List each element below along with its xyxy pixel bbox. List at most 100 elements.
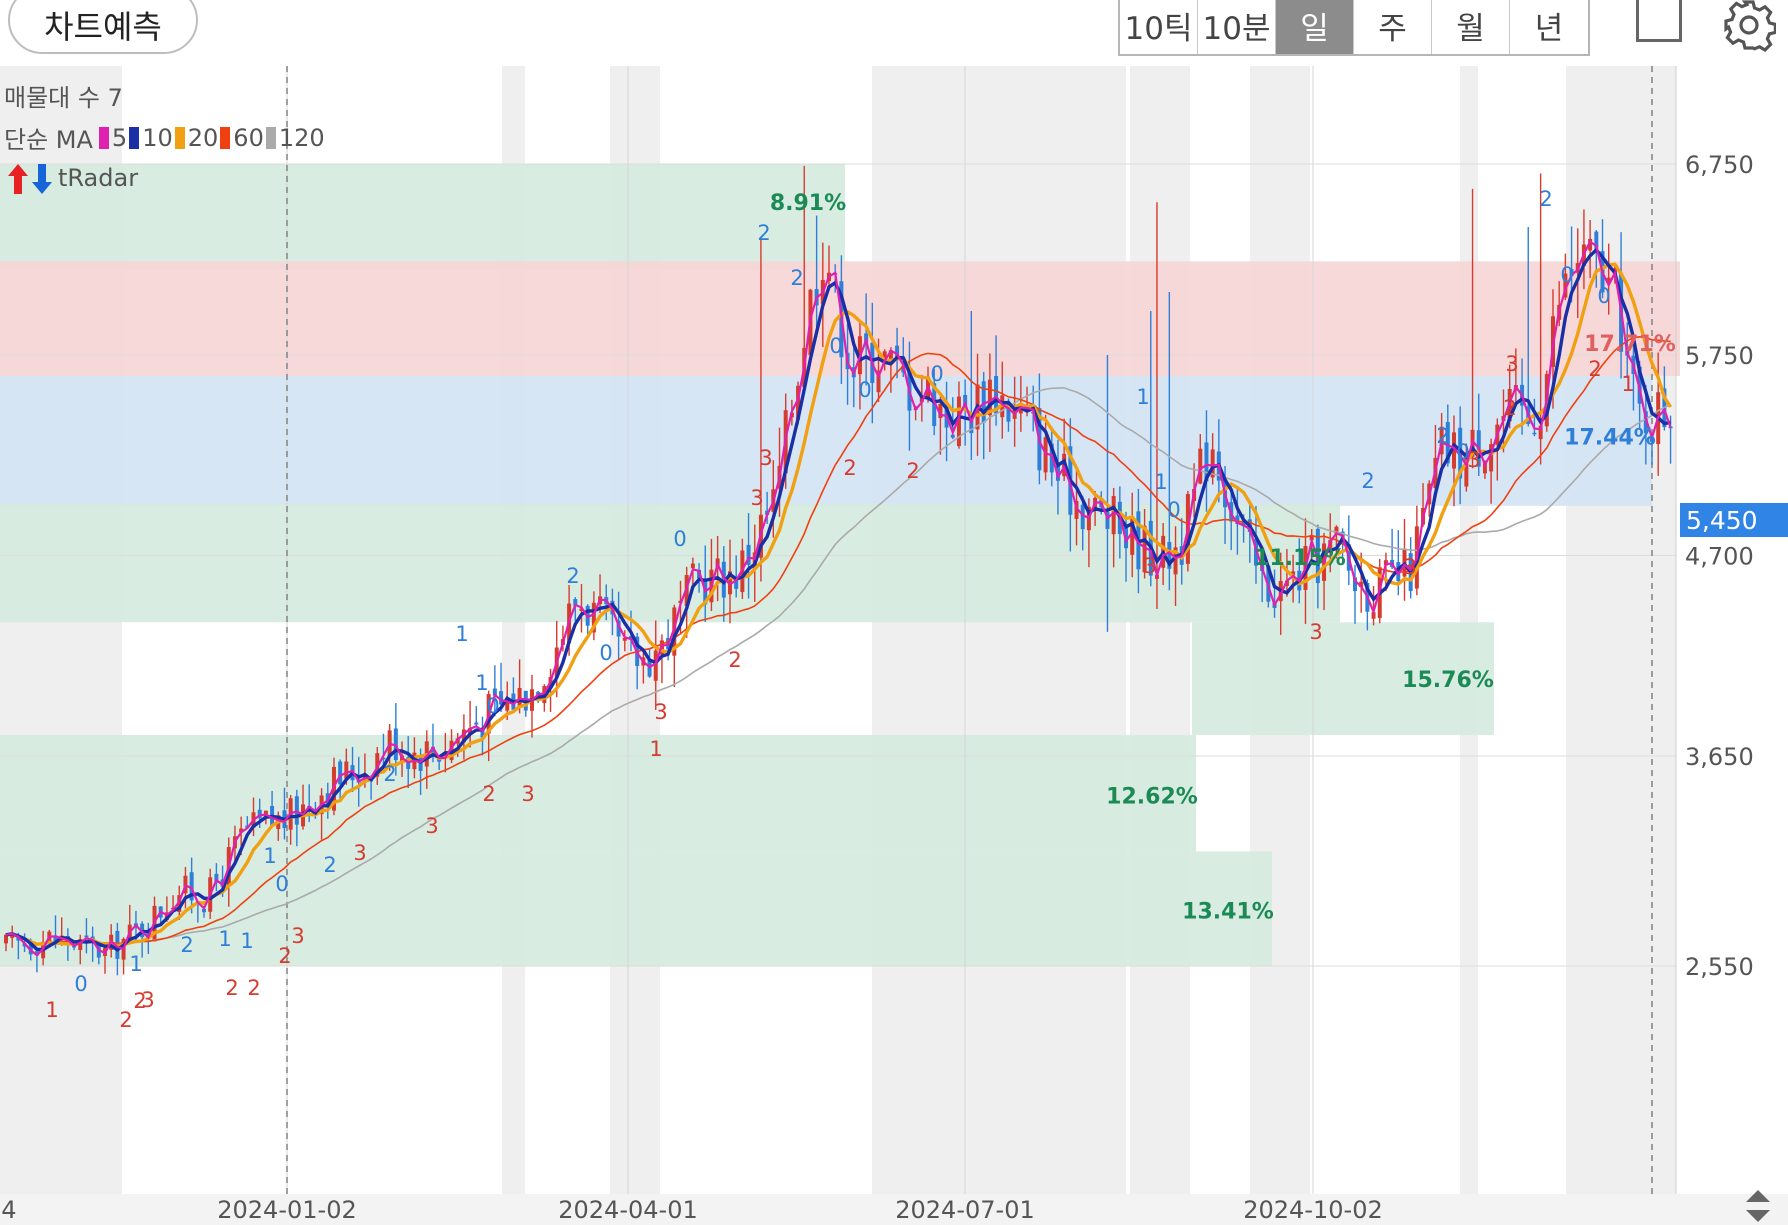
candle-body xyxy=(1439,426,1444,455)
candle-body xyxy=(443,754,448,757)
signal-count-label: 0 xyxy=(1456,440,1469,464)
volume-profile-zone xyxy=(0,503,1340,623)
signal-count-label: 0 xyxy=(930,362,943,386)
signal-count-label: 3 xyxy=(654,700,667,724)
signal-count-label: 2 xyxy=(247,976,260,1000)
candle-body xyxy=(888,350,893,359)
current-price-tag: 5,450 xyxy=(1680,503,1788,537)
candle-body xyxy=(622,637,627,641)
chart-panel[interactable]: 8.91% 17.71% 17.44% 11.15% 15.76% 12.62% 13.41… xyxy=(0,66,1788,1225)
candle-body xyxy=(994,375,999,414)
candle-body xyxy=(672,607,677,656)
candle-body xyxy=(690,563,695,569)
candlestick-chart[interactable]: 8.91% 17.71% 17.44% 11.15% 15.76% 12.62% 13.41… xyxy=(0,66,1788,1225)
ma5-swatch xyxy=(98,126,109,149)
signal-count-label: 0 xyxy=(486,694,499,718)
gear-icon[interactable] xyxy=(1722,0,1776,52)
candle-body xyxy=(1643,411,1648,434)
legend-ma-label: 단순 MA xyxy=(4,126,93,154)
signal-count-label: 1 xyxy=(455,622,468,646)
legend-volume-profile: 매물대 수 7 xyxy=(4,78,123,113)
signal-count-label: 1 xyxy=(1621,372,1634,396)
candle-body xyxy=(1458,427,1463,479)
y-tick-label: 3,650 xyxy=(1685,743,1754,771)
signal-count-label: 0 xyxy=(829,334,842,358)
candle-body xyxy=(1334,526,1339,534)
x-tick-label: 2024-10-02 xyxy=(1243,1196,1382,1224)
chart-predict-button[interactable]: 차트예측 xyxy=(8,0,198,54)
candle-body xyxy=(1451,432,1456,469)
candle-body xyxy=(1130,516,1135,555)
signal-count-label: 2 xyxy=(1503,396,1516,420)
y-tick-label: 2,550 xyxy=(1685,953,1754,981)
volume-profile-zone xyxy=(0,164,845,270)
tab-day[interactable]: 일 xyxy=(1276,0,1354,54)
scroll-handle-icon[interactable] xyxy=(1746,1190,1770,1222)
y-tick-label: 4,700 xyxy=(1685,542,1754,570)
signal-count-label: 2 xyxy=(906,459,919,483)
signal-count-label: 2 xyxy=(119,1008,132,1032)
tab-10min[interactable]: 10분 xyxy=(1198,0,1276,54)
ma60-swatch xyxy=(220,126,231,149)
signal-count-label: 2 xyxy=(180,933,193,957)
candle-body xyxy=(1018,408,1023,414)
candle-body xyxy=(1167,541,1172,569)
tab-10tick[interactable]: 10틱 xyxy=(1120,0,1198,54)
volume-profile-zone xyxy=(0,375,1652,506)
candle-body xyxy=(1606,277,1611,284)
candle-body xyxy=(344,761,349,779)
signal-count-label: 3 xyxy=(353,841,366,865)
signal-count-label: 1 xyxy=(263,844,276,868)
candle-body xyxy=(34,951,39,956)
volume-profile-zone xyxy=(1192,622,1494,735)
candle-body xyxy=(950,434,955,438)
signal-count-label: 3 xyxy=(750,486,763,510)
candle-body xyxy=(1352,577,1357,592)
candle-body xyxy=(1235,515,1240,525)
top-toolbar: 차트예측 10틱 10분 일 주 월 년 xyxy=(0,0,1788,66)
signal-count-label: 1 xyxy=(240,929,253,953)
signal-count-label: 0 xyxy=(599,641,612,665)
candle-body xyxy=(796,385,801,420)
zone-percent-label: 17.44% xyxy=(1564,426,1656,451)
candle-body xyxy=(956,396,961,447)
candle-body xyxy=(876,370,881,393)
legend-volume-profile-label: 매물대 수 7 xyxy=(4,84,123,112)
candle-body xyxy=(1204,442,1209,482)
signal-count-label: 1 xyxy=(649,737,662,761)
x-tick-label: 04 xyxy=(0,1196,17,1224)
candle-body xyxy=(1074,500,1079,519)
tab-year[interactable]: 년 xyxy=(1534,10,1564,47)
candle-body xyxy=(1445,422,1450,464)
candle-body xyxy=(727,571,732,595)
zone-percent-label: 11.15% xyxy=(1254,546,1346,571)
candle-body xyxy=(1291,571,1296,576)
candle-body xyxy=(919,396,924,403)
signal-count-label: 2 xyxy=(757,221,770,245)
candle-body xyxy=(579,608,584,612)
signal-count-label: 2 xyxy=(1361,469,1374,493)
zone-percent-label: 15.76% xyxy=(1402,668,1494,693)
tab-month[interactable]: 월 xyxy=(1432,0,1510,54)
shaded-band xyxy=(1130,66,1190,1194)
legend-tradar-label: tRadar xyxy=(58,164,139,192)
candle-body xyxy=(1464,452,1469,487)
signal-count-label: 2 xyxy=(728,648,741,672)
candle-body xyxy=(1371,612,1376,619)
ma5-label: 5 xyxy=(111,123,128,152)
ma120-swatch xyxy=(265,126,276,149)
signal-count-label: 3 xyxy=(1143,554,1156,578)
signal-count-label: 2 xyxy=(225,976,238,1000)
candle-body xyxy=(616,620,621,637)
candle-body xyxy=(938,403,943,419)
signal-count-label: 2 xyxy=(1436,424,1449,448)
candle-body xyxy=(239,828,244,833)
candle-body xyxy=(882,351,887,364)
candle-body xyxy=(1105,511,1110,529)
ma-60-line xyxy=(5,335,1671,945)
candle-body xyxy=(505,698,510,711)
legend-ma: 단순 MA 5 10 20 60 120 xyxy=(4,120,325,155)
window-icon[interactable] xyxy=(1636,0,1682,42)
signal-count-label: 2 xyxy=(383,762,396,786)
tab-week[interactable]: 주 xyxy=(1354,0,1432,54)
